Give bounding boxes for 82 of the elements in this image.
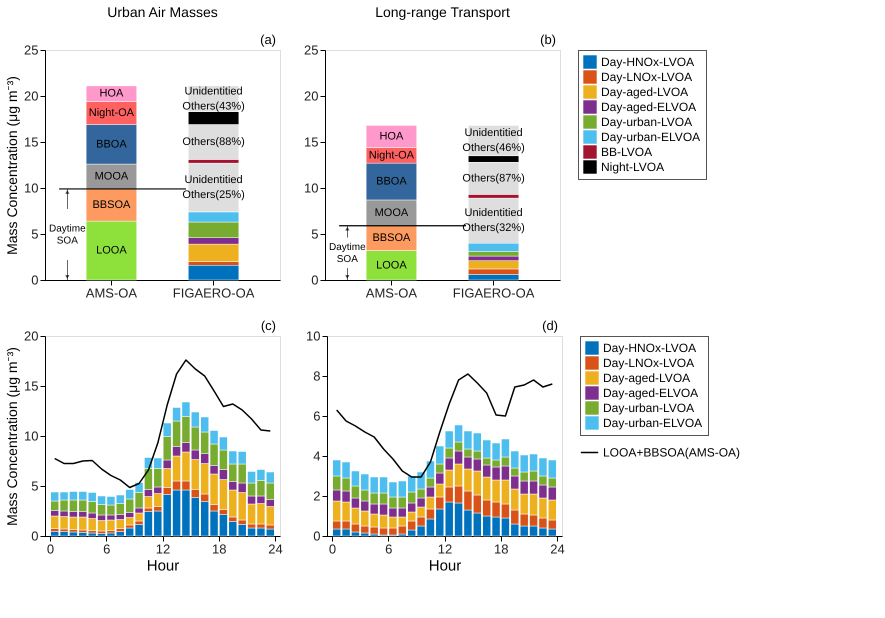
data-label: Night-OA: [88, 107, 135, 120]
legend-label: Day-aged-LVOA: [601, 85, 688, 99]
x-tick-label: 6: [103, 542, 110, 556]
data-label: Night-OA: [368, 149, 415, 162]
x-tick-label: AMS-OA: [86, 286, 138, 300]
x-tick-label: FIGAERO-OA: [172, 286, 255, 300]
legend-label: Day-HNOx-LVOA: [601, 55, 694, 69]
y-tick-label: 10: [304, 180, 318, 196]
y-axis-title: Mass Concentration (μg m⁻³): [4, 76, 20, 255]
y-tick-label: 10: [24, 180, 38, 196]
y-tick-label: 0: [31, 528, 38, 544]
x-axis-title: Hour: [146, 558, 180, 574]
x-tick-label: AMS-OA: [366, 286, 418, 300]
y-tick-label: 20: [304, 88, 318, 104]
y-tick-label: 5: [31, 226, 38, 242]
data-label: MOOA: [94, 170, 129, 182]
x-tick-label: 18: [212, 542, 226, 556]
y-tick-label: 5: [311, 226, 318, 242]
text: (b): [540, 32, 556, 47]
legend-label: Day-aged-ELVOA: [603, 386, 698, 400]
y-tick-label: 4: [313, 448, 320, 464]
x-tick-label: 12: [156, 542, 170, 556]
y-tick-label: 15: [24, 378, 38, 394]
data-label: Others(87%): [462, 172, 525, 184]
data-label: Unidentitied Others(43%): [182, 85, 245, 112]
data-label: HOA: [379, 130, 404, 142]
legend-label: BB-LVOA: [601, 145, 652, 159]
legend-label: Day-HNOx-LVOA: [603, 341, 696, 355]
legend-label: Day-urban-LVOA: [603, 401, 694, 415]
legend-label: Day-aged-ELVOA: [601, 100, 696, 114]
y-tick-label: 5: [31, 478, 38, 494]
data-label: Unidentitied Others(46%): [462, 127, 525, 154]
legend-label: Day-urban-LVOA: [601, 115, 692, 129]
y-tick-label: 0: [313, 528, 320, 544]
y-tick-label: 20: [24, 328, 38, 344]
ref-line-label: Daytime SOA: [48, 223, 86, 246]
text: (d): [542, 318, 558, 333]
x-tick-label: 0: [46, 542, 54, 556]
y-tick-label: 0: [311, 272, 318, 288]
text: (c): [260, 318, 276, 333]
x-axis-title: Hour: [428, 558, 462, 574]
y-tick-label: 15: [24, 134, 38, 150]
legend-label: Day-LNOx-LVOA: [603, 356, 694, 370]
y-axis-title: Mass Concentration (μg m⁻³): [4, 347, 20, 526]
y-tick-label: 25: [24, 42, 38, 58]
data-label: Unidentitied Others(32%): [462, 207, 525, 234]
x-tick-label: 24: [550, 542, 565, 556]
x-tick-label: 18: [494, 542, 508, 556]
data-label: BBSOA: [92, 199, 132, 212]
y-tick-label: 2: [313, 488, 320, 504]
legend-label: Day-LNOx-LVOA: [601, 70, 692, 84]
y-tick-label: 20: [24, 88, 38, 104]
legend-label: Night-LVOA: [601, 160, 664, 174]
data-label: LOOA: [376, 259, 408, 272]
chart-title: Long-range Transport: [375, 4, 510, 20]
y-tick-label: 0: [31, 272, 38, 288]
ref-line-label: Daytime SOA: [328, 242, 366, 265]
chart-title: Urban Air Masses: [107, 4, 218, 20]
y-tick-label: 6: [313, 408, 320, 424]
legend-label: LOOA+BBSOA(AMS-OA): [603, 446, 740, 460]
data-label: Others(88%): [182, 136, 245, 148]
data-label: Unidentitied Others(25%): [182, 174, 245, 202]
data-label: HOA: [99, 88, 124, 100]
text: (a): [260, 32, 276, 47]
y-tick-label: 8: [313, 368, 320, 384]
legend-label: Day-aged-LVOA: [603, 371, 690, 385]
data-label: LOOA: [96, 244, 128, 257]
x-tick-label: FIGAERO-OA: [452, 286, 535, 300]
x-tick-label: 24: [268, 542, 283, 556]
x-tick-label: 6: [385, 542, 392, 556]
data-label: BBOA: [96, 138, 128, 150]
y-tick-label: 10: [24, 428, 38, 444]
y-tick-label: 25: [304, 42, 318, 58]
data-label: MOOA: [374, 206, 409, 219]
data-label: BBOA: [376, 176, 408, 188]
x-tick-label: 12: [438, 542, 452, 556]
y-tick-label: 15: [304, 134, 318, 150]
data-label: BBSOA: [372, 232, 412, 244]
x-tick-label: 0: [328, 542, 336, 556]
y-tick-label: 10: [306, 328, 320, 344]
legend-label: Day-urban-ELVOA: [603, 416, 702, 430]
legend-label: Day-urban-ELVOA: [601, 130, 700, 144]
